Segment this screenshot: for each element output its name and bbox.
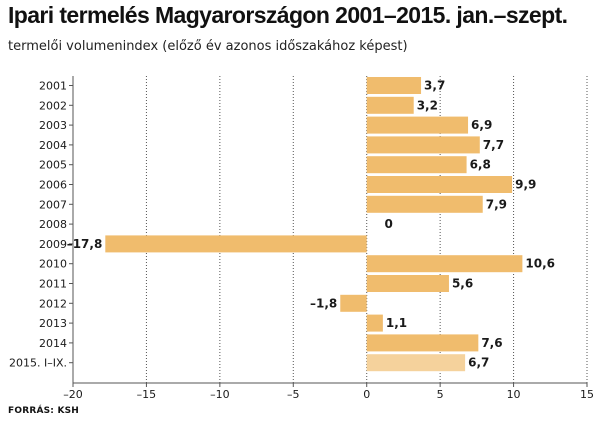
x-tick-label: –15 (137, 388, 157, 401)
bar (105, 235, 367, 253)
x-tick-label: 10 (507, 388, 521, 401)
x-tick-label: 15 (580, 388, 594, 401)
bar (340, 294, 367, 312)
category-label: 2010 (39, 258, 67, 271)
category-label: 2005 (39, 159, 67, 172)
data-label: 7,9 (486, 197, 507, 211)
axes: –20 –15 –10 –5 0 5 10 15 (63, 76, 594, 401)
bar (366, 275, 449, 292)
labels: 2001 3,7 2002 3,2 2003 6,9 2004 7,7 2005 6,8 2006 9… (9, 79, 555, 370)
data-label: 7,7 (483, 138, 504, 152)
bar (366, 334, 479, 352)
category-label: 2013 (39, 317, 67, 330)
category-label: 2004 (39, 139, 67, 152)
category-label: 2003 (39, 119, 67, 132)
data-label: 5,6 (452, 277, 473, 291)
x-tick-label: 5 (437, 388, 444, 401)
x-tick-label: –10 (210, 388, 230, 401)
category-label: 2008 (39, 218, 67, 231)
data-label: –17,8 (67, 237, 103, 251)
x-tick-label: 0 (363, 388, 370, 401)
bar (366, 354, 466, 372)
bar (366, 77, 422, 94)
chart-subtitle: termelői volumenindex (előző év azonos i… (8, 39, 408, 54)
category-label: 2015. I–IX. (9, 357, 67, 370)
data-label: 9,9 (515, 178, 536, 192)
category-label: 2011 (39, 278, 67, 291)
category-label: 2014 (39, 337, 67, 350)
bar (366, 156, 467, 174)
data-label: 1,1 (386, 316, 407, 330)
data-label: 6,9 (471, 118, 492, 132)
chart-title: Ipari termelés Magyarországon 2001–2015.… (8, 2, 568, 28)
data-label: 7,6 (481, 336, 502, 350)
data-label: 10,6 (525, 257, 555, 271)
grid-lines (72, 76, 588, 383)
category-label: 2009 (39, 238, 67, 251)
data-label: –1,8 (310, 296, 337, 310)
data-label: 6,8 (470, 158, 491, 172)
bar (366, 314, 383, 332)
category-label: 2007 (39, 198, 67, 211)
bar (366, 255, 523, 273)
data-label: 3,2 (417, 98, 438, 112)
bar (366, 136, 480, 154)
source-note: FORRÁS: KSH (8, 406, 80, 416)
category-label: 2012 (39, 297, 67, 310)
x-tick-label: –20 (63, 388, 83, 401)
category-label: 2001 (39, 80, 67, 93)
data-label: 6,7 (468, 356, 489, 370)
bar (366, 176, 513, 193)
bars (105, 77, 523, 372)
x-tick-label: –5 (287, 388, 300, 401)
bar (366, 96, 414, 114)
category-label: 2006 (39, 179, 67, 192)
category-label: 2002 (39, 99, 67, 112)
bar (366, 195, 483, 213)
data-label: 0 (385, 217, 393, 231)
bar (366, 116, 469, 134)
data-label: 3,7 (424, 79, 445, 93)
